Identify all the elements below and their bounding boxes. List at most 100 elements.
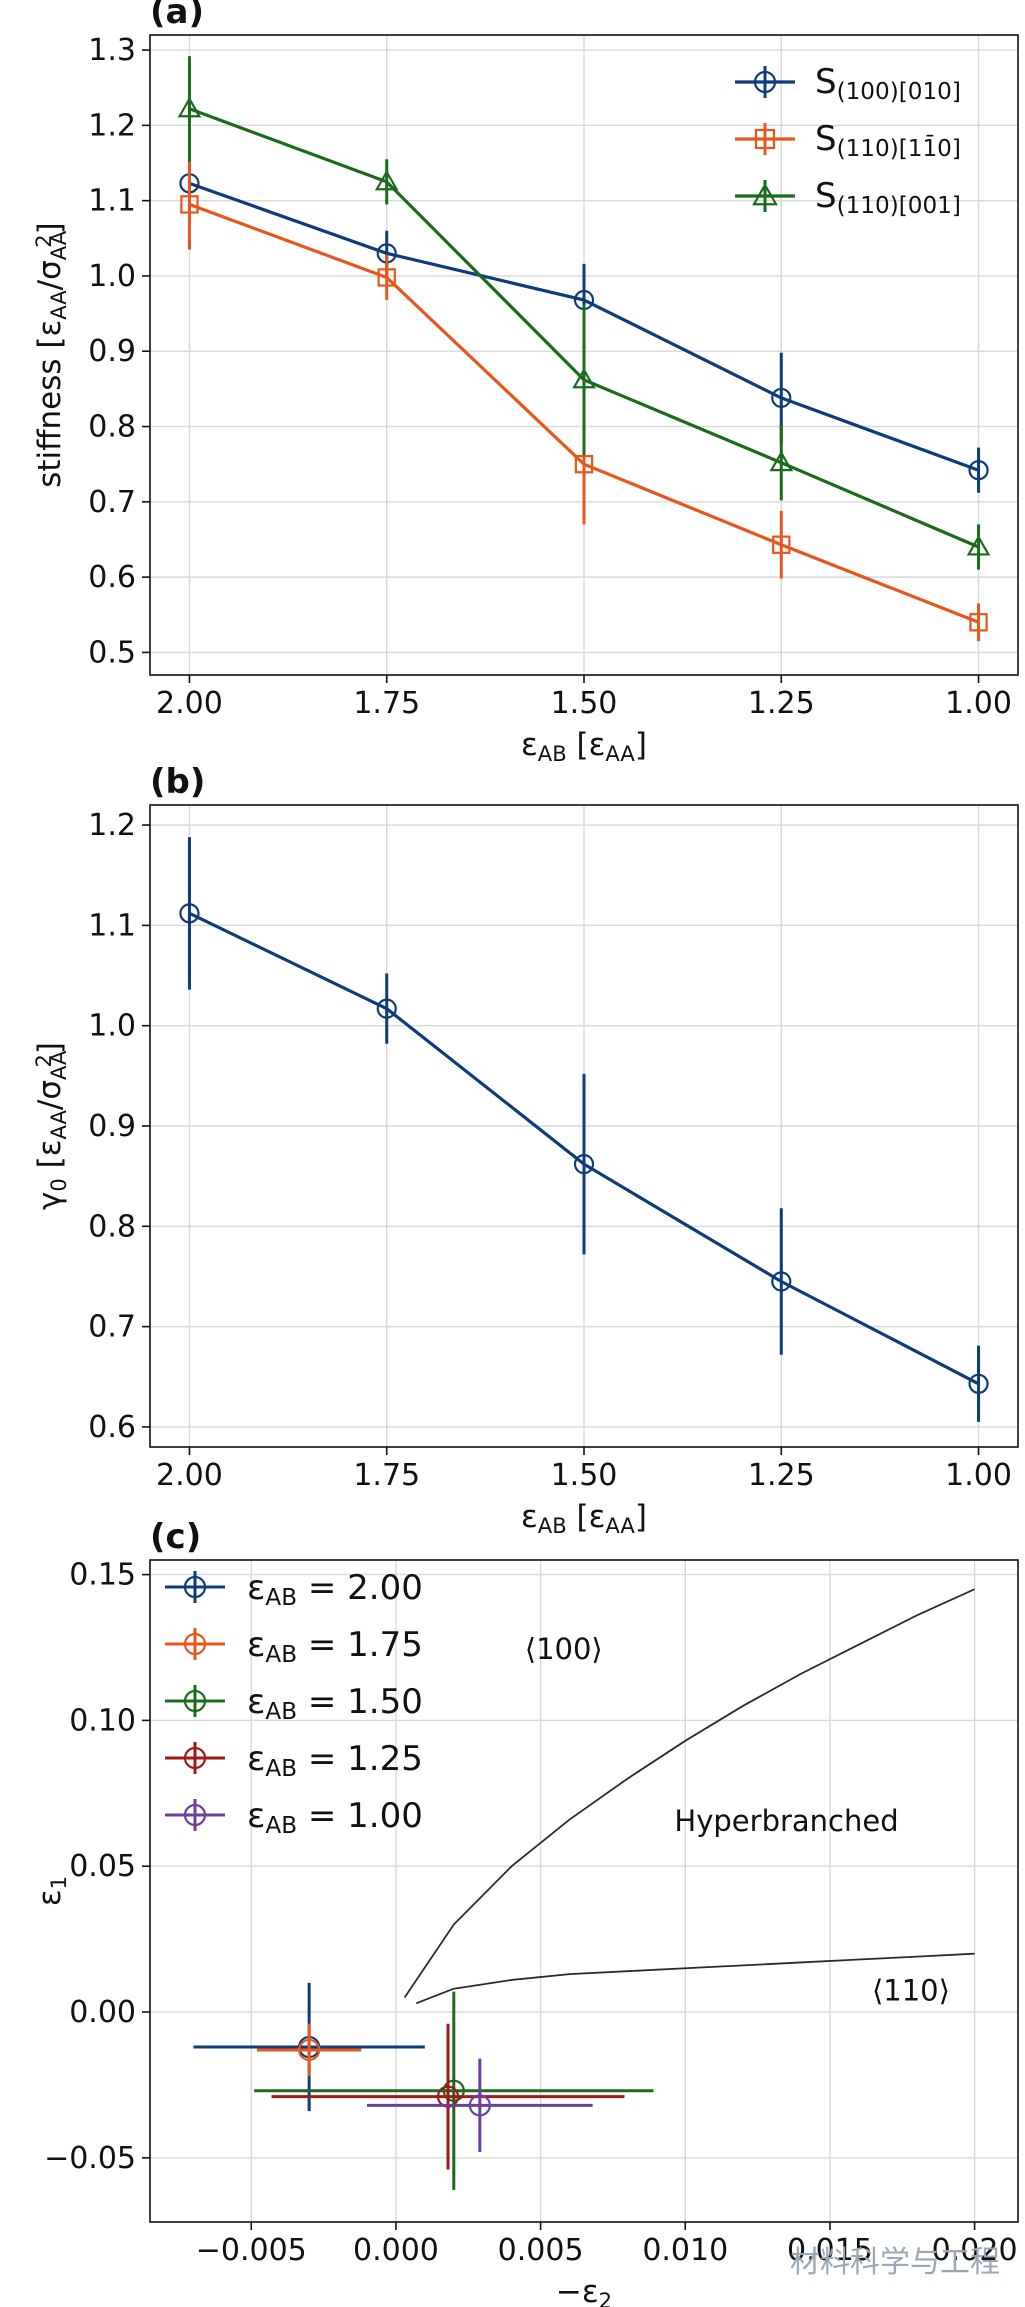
data-point	[377, 268, 396, 287]
data-point	[374, 169, 399, 191]
data-point	[969, 613, 988, 632]
x-tick-label: 2.00	[156, 686, 223, 721]
label-part: [ε	[567, 727, 606, 763]
label-part: S	[815, 119, 837, 159]
legend-marker	[183, 1746, 207, 1770]
data-point	[442, 2079, 465, 2102]
legend-label: εAB = 1.00	[247, 1796, 423, 1839]
y-tick-label: 0.9	[88, 1109, 136, 1144]
series-1	[180, 159, 988, 642]
data-point	[771, 1271, 792, 1292]
strain-point-1	[257, 2023, 362, 2077]
y-tick-label: 1.1	[88, 184, 136, 219]
x-tick-label: 1.00	[945, 686, 1012, 721]
x-tick-label: 1.50	[551, 1458, 618, 1493]
legend-label: S(110)[11̄0]	[815, 119, 961, 162]
y-tick-label: 0.6	[88, 560, 136, 595]
region-annotation: ⟨100⟩	[525, 1632, 603, 1666]
x-tick-label: 1.75	[353, 1458, 420, 1493]
y-tick-label: 0.7	[88, 485, 136, 520]
x-tick-label: 0.010	[642, 2233, 728, 2268]
panel-label: (c)	[150, 1517, 201, 1557]
label-part: ε	[247, 1682, 265, 1722]
region-annotation: Hyperbranched	[674, 1804, 898, 1838]
data-point	[966, 534, 991, 556]
label-part: ε	[521, 1499, 538, 1535]
legend-marker	[754, 128, 776, 150]
y-axis-label: ε1	[32, 1876, 71, 1906]
x-tick-label: 0.005	[498, 2233, 584, 2268]
label-superscript: 2	[31, 234, 56, 247]
x-tick-label: 1.50	[551, 686, 618, 721]
y-tick-label: −0.05	[44, 2141, 136, 2176]
y-tick-label: 0.9	[88, 334, 136, 369]
legend-label: S(100)[010]	[815, 62, 961, 105]
data-point	[968, 1373, 989, 1394]
legend-label: εAB = 2.00	[247, 1568, 423, 1611]
data-point	[468, 2094, 491, 2117]
data-point	[298, 2038, 321, 2062]
y-tick-label: 0.6	[88, 1410, 136, 1445]
strain-point-4	[367, 2058, 593, 2153]
panel-label: (b)	[150, 762, 205, 802]
label-part: S	[815, 62, 837, 102]
label-subscript: AA	[46, 290, 71, 320]
x-axis-label: εAB [εAA]	[521, 727, 647, 766]
x-axis-label: εAB [εAA]	[521, 1499, 647, 1538]
label-subscript: (100)[010]	[837, 79, 961, 105]
panel-b-gamma-chart: 2.00 1.75 1.50 1.25 1.00 0.6 0.7 0.8 0.9 1.0 1.1 1.…	[31, 762, 1019, 1538]
label-part: [ε	[567, 1499, 606, 1535]
x-axis-label: −ε2	[556, 2274, 612, 2307]
label-part: = 1.25	[297, 1739, 423, 1779]
label-subscript: AA	[46, 230, 71, 260]
y-axis-label: stiffness [εAA/σAA2]	[31, 222, 71, 488]
y-tick-label: 0.5	[88, 635, 136, 670]
panel-a-stiffness-chart: 2.00 1.75 1.50 1.25 1.00 0.5 0.6 0.7 0.8 0.9 1.0 1.…	[31, 0, 1019, 766]
legend-marker	[183, 1632, 207, 1656]
label-part: = 1.75	[297, 1625, 423, 1665]
x-tick-label: 1.75	[353, 686, 420, 721]
legend: εAB = 2.00 εAB = 1.75 εAB = 1.50ε AB = 1.25…	[165, 1568, 423, 1839]
x-tick-label: 0.015	[787, 2233, 873, 2268]
label-part: ε	[521, 727, 538, 763]
legend-label: εAB = 1.75	[247, 1625, 423, 1668]
label-part: /σ	[32, 260, 68, 290]
y-tick-label: 1.2	[88, 808, 136, 843]
data-point	[772, 535, 791, 554]
x-tick-label: 1.25	[748, 686, 815, 721]
y-tick-label: 0.8	[88, 410, 136, 445]
label-subscript: 1̄	[922, 134, 937, 162]
legend-marker	[183, 1575, 207, 1599]
label-part: = 2.00	[297, 1568, 423, 1608]
label-part: ε	[32, 1889, 68, 1906]
label-part: = 1.00	[297, 1796, 423, 1836]
label-subscript: AB	[265, 1756, 297, 1782]
panel-label: (a)	[150, 0, 204, 32]
label-subscript: AA	[46, 1109, 71, 1139]
label-subscript: (110)[001]	[837, 193, 961, 219]
x-tick-label: 1.25	[748, 1458, 815, 1493]
label-part: ]	[32, 222, 68, 234]
label-subscript: AA	[605, 1513, 635, 1538]
data-point	[180, 195, 199, 214]
data-point	[179, 903, 200, 924]
y-tick-label: 1.1	[88, 908, 136, 943]
legend-marker	[183, 1803, 207, 1827]
y-tick-label: 0.05	[69, 1849, 136, 1884]
x-tick-label: 0.000	[353, 2233, 439, 2268]
legend-marker	[183, 1689, 207, 1713]
panel-c-strain-chart: −0.005 0.000 0.005 0.010 0.015 0.020 −0.05 0.00…	[32, 1517, 1019, 2307]
y-axis-label: γ0 [εAA/σAA2]	[31, 1042, 71, 1210]
x-tick-label: −0.005	[196, 2233, 307, 2268]
y-tick-label: 1.0	[88, 1009, 136, 1044]
label-part: ]	[635, 1499, 647, 1535]
y-tick-label: 0.10	[69, 1703, 136, 1738]
label-part: S	[815, 176, 837, 216]
y-tick-label: 1.0	[88, 259, 136, 294]
label-part: /σ	[32, 1080, 68, 1110]
x-tick-label: 2.00	[156, 1458, 223, 1493]
legend-label: εAB = 1.50	[247, 1682, 423, 1725]
label-part: −ε	[556, 2274, 599, 2307]
y-tick-label: 1.3	[88, 33, 136, 68]
y-tick-label: 0.00	[69, 1995, 136, 2030]
